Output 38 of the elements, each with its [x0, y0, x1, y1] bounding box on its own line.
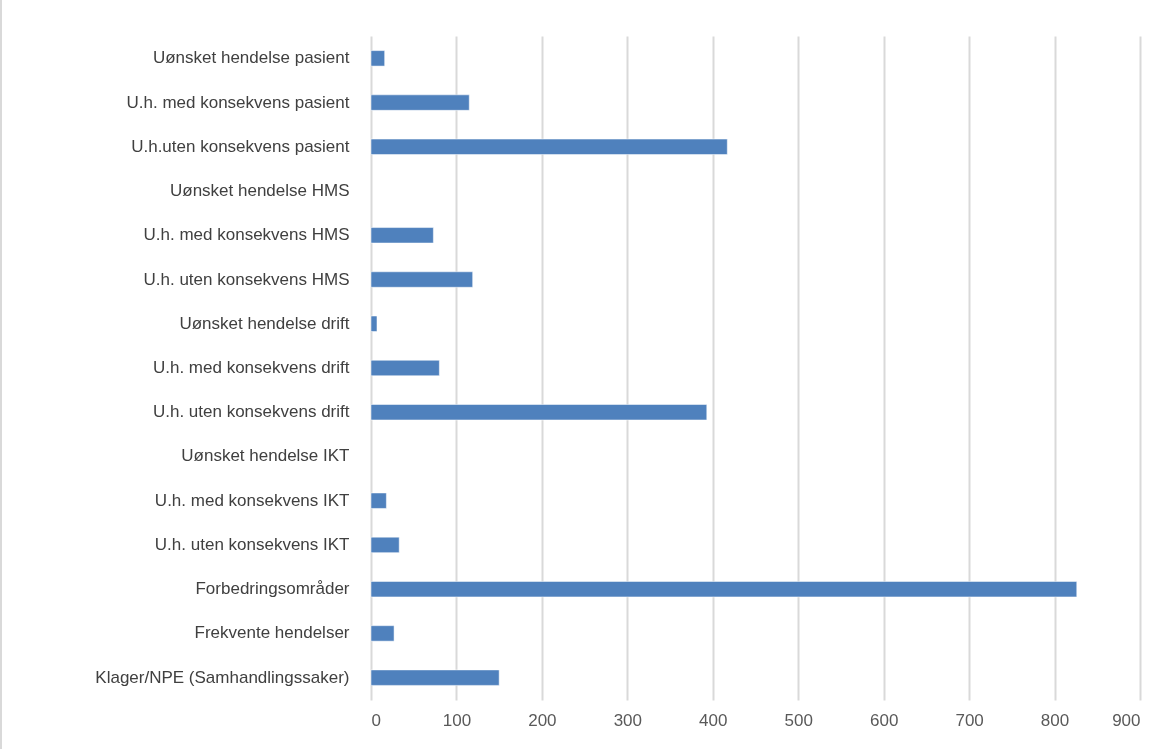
x-tick-label: 800: [1040, 710, 1070, 730]
x-tick-label: 500: [784, 710, 813, 730]
y-tick-label: U.h. uten konsekvens HMS: [143, 269, 350, 289]
y-tick-label: U.h. med konsekvens IKT: [154, 490, 350, 510]
y-tick-label: Uønsket hendelse drift: [179, 313, 350, 333]
x-tick-label: 100: [442, 710, 472, 730]
bar: [370, 359, 440, 377]
bar: [370, 404, 708, 421]
bar: [370, 625, 395, 642]
y-tick-label: U.h. med konsekvens HMS: [143, 225, 350, 245]
y-tick-label: U.h. med konsekvens drift: [152, 358, 350, 377]
y-tick-label: Frekvente hendelser: [194, 623, 350, 643]
y-tick-label: Uønsket hendelse IKT: [181, 446, 350, 466]
bar: [370, 669, 500, 686]
y-tick-label: Klager/NPE (Samhandlingssaker): [95, 667, 350, 687]
y-tick-label: Uønsket hendelse pasient: [152, 48, 350, 68]
x-tick-label: 400: [699, 710, 728, 730]
y-tick-label: U.h. med konsekvens pasient: [126, 92, 350, 112]
bar: [370, 580, 1078, 598]
x-tick-label: 0: [371, 710, 381, 730]
bar: [370, 536, 400, 554]
bar: [370, 94, 470, 111]
x-tick-label: 900: [1112, 710, 1141, 730]
y-tick-label: Forbedringsområder: [195, 579, 350, 599]
bar: [370, 492, 387, 509]
x-tick-label: 600: [869, 710, 899, 730]
bar: [370, 227, 434, 244]
bar: [370, 271, 474, 288]
y-tick-label: U.h. uten konsekvens IKT: [154, 534, 350, 554]
bar: [370, 50, 386, 67]
y-tick-label: Uønsket hendelse HMS: [169, 181, 350, 201]
x-tick-label: 300: [613, 710, 643, 730]
x-tick-label: 700: [955, 710, 984, 730]
bar: [370, 138, 728, 156]
y-tick-label: U.h. uten konsekvens drift: [152, 402, 350, 422]
x-tick-label: 200: [528, 710, 557, 730]
y-tick-label: U.h.uten konsekvens pasient: [131, 136, 350, 156]
bar: [370, 315, 378, 332]
